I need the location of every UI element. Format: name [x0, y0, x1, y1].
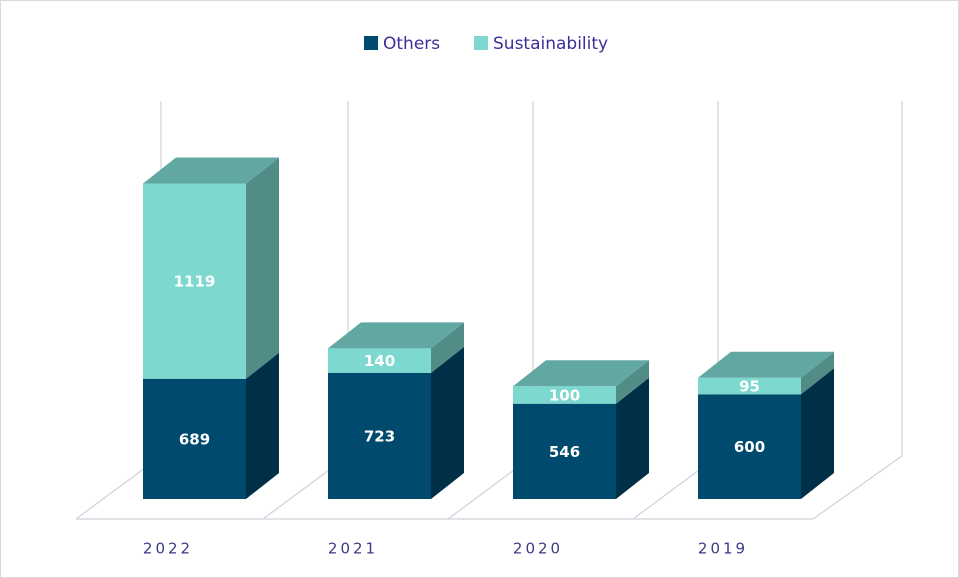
bar-front [698, 377, 801, 395]
bar-front [513, 403, 616, 499]
value-label: 1119 [174, 273, 216, 291]
bar-side [801, 351, 834, 395]
floor [75, 101, 903, 520]
bar-top [513, 360, 649, 387]
value-label: 95 [739, 378, 760, 396]
value-label: 100 [549, 386, 580, 404]
value-label: 140 [364, 352, 395, 370]
bar-front [328, 372, 431, 499]
bar-top [698, 351, 834, 378]
bar-side [801, 368, 834, 499]
x-tick-label: 2021 [328, 540, 378, 558]
bar-front [513, 386, 616, 404]
bar-side [431, 346, 464, 499]
bar-front [143, 183, 246, 379]
bar-front [698, 394, 801, 499]
bar-side [431, 322, 464, 373]
bar-side [246, 157, 279, 379]
legend-swatch [364, 36, 378, 50]
legend-label: Sustainability [493, 34, 608, 54]
bar-side [246, 352, 279, 499]
bar-side [616, 360, 649, 404]
value-label: 546 [549, 443, 580, 461]
bar-front [143, 378, 246, 499]
x-tick-label: 2020 [513, 540, 563, 558]
x-tick-label: 2022 [143, 540, 193, 558]
value-label: 600 [734, 438, 765, 456]
x-tick-label: 2019 [698, 540, 748, 558]
bar-side [616, 377, 649, 499]
bar-top [143, 157, 279, 184]
bar-front [328, 348, 431, 373]
legend-swatch [474, 36, 488, 50]
bar-top [328, 322, 464, 349]
value-label: 723 [364, 427, 395, 445]
value-label: 689 [179, 430, 210, 448]
legend-label: Others [383, 34, 440, 54]
